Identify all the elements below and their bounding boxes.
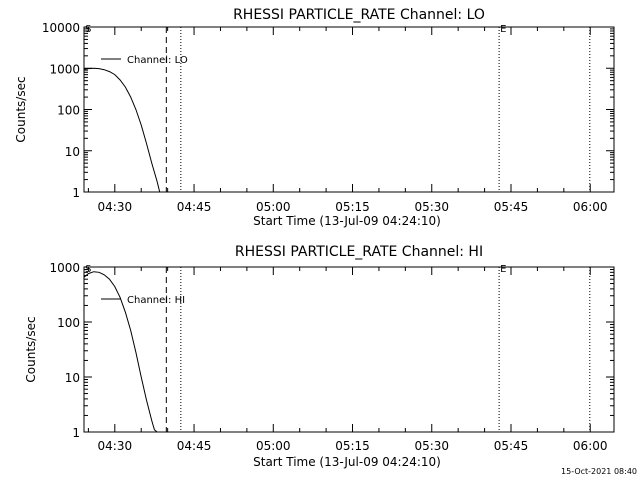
y-tick-label: 100 xyxy=(57,104,80,118)
x-tick-label: 04:45 xyxy=(177,200,212,214)
x-tick-label: 05:00 xyxy=(256,439,291,453)
x-tick-label: 04:30 xyxy=(98,439,133,453)
x-tick-label: 05:30 xyxy=(414,200,449,214)
annotation-s: S xyxy=(85,24,91,35)
x-tick-label: 05:30 xyxy=(414,439,449,453)
x-tick-label: 05:15 xyxy=(335,439,370,453)
legend-label: Channel: HI xyxy=(127,295,185,306)
y-tick-label: 100 xyxy=(57,316,80,330)
y-tick-label: 10 xyxy=(65,145,80,159)
x-tick-label: 05:45 xyxy=(494,439,529,453)
y-tick-label: 1000 xyxy=(49,261,80,275)
y-tick-label: 10 xyxy=(65,371,80,385)
x-tick-label: 05:15 xyxy=(335,200,370,214)
legend-label: Channel: LO xyxy=(127,55,188,66)
annotation-e: E xyxy=(500,24,506,35)
y-axis-label: Counts/sec xyxy=(24,316,38,382)
series-line xyxy=(83,67,161,193)
x-axis-label: Start Time (13-Jul-09 04:24:10) xyxy=(253,455,441,469)
x-tick-label: 05:00 xyxy=(256,200,291,214)
y-tick-label: 1000 xyxy=(49,62,80,76)
chart-panel-0: RHESSI PARTICLE_RATE Channel: LO Start Ti… xyxy=(14,7,615,228)
series-line xyxy=(83,271,158,433)
x-tick-label: 06:00 xyxy=(573,439,608,453)
y-axis-label: Counts/sec xyxy=(14,76,28,142)
x-tick-label: 04:45 xyxy=(177,439,212,453)
annotation-e: E xyxy=(500,264,506,275)
x-axis-label: Start Time (13-Jul-09 04:24:10) xyxy=(253,214,441,228)
y-tick-label: 10000 xyxy=(42,21,80,35)
x-tick-label: 06:00 xyxy=(573,200,608,214)
x-tick-label: 04:30 xyxy=(98,200,133,214)
annotation-s: S xyxy=(85,264,91,275)
y-tick-label: 1 xyxy=(72,186,80,200)
chart-title: RHESSI PARTICLE_RATE Channel: HI xyxy=(235,244,483,260)
x-tick-label: 05:45 xyxy=(494,200,529,214)
chart-title: RHESSI PARTICLE_RATE Channel: LO xyxy=(233,7,485,23)
plot-frame xyxy=(83,26,615,193)
footer-timestamp: 15-Oct-2021 08:40 xyxy=(561,467,637,476)
chart-panel-1: RHESSI PARTICLE_RATE Channel: HI Start Ti… xyxy=(24,244,615,469)
plot-frame xyxy=(83,266,615,433)
y-tick-label: 1 xyxy=(72,426,80,440)
